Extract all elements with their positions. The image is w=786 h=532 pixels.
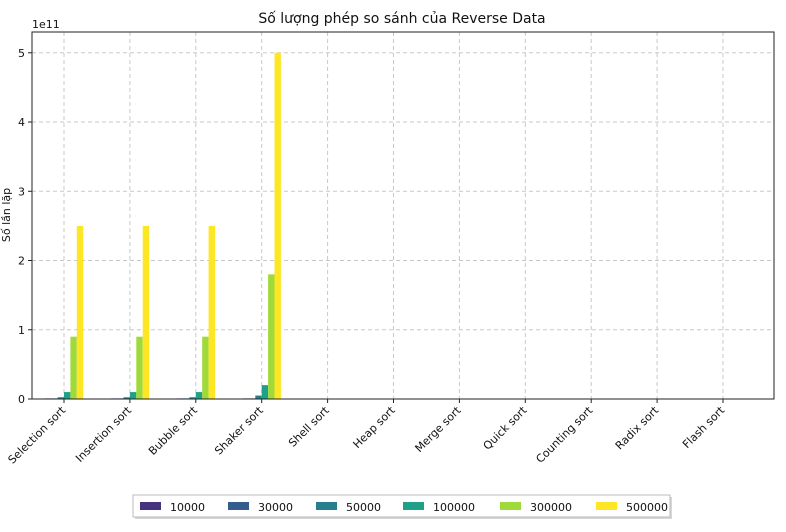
bar [189, 397, 196, 399]
legend-swatch [596, 502, 617, 510]
bar [129, 392, 137, 399]
chart-title: Số lượng phép so sánh của Reverse Data [258, 10, 545, 27]
bar [268, 274, 275, 399]
bar [142, 225, 150, 399]
y-axis-label: Số lần lặp [0, 188, 13, 242]
bar [57, 397, 64, 399]
bar [274, 52, 281, 400]
legend-label: 300000 [530, 501, 572, 514]
bar [123, 397, 130, 399]
y-tick-label: 5 [18, 47, 25, 60]
bar [195, 392, 203, 399]
bar [202, 336, 209, 399]
bar [208, 225, 215, 399]
y-offset-label: 1e11 [32, 18, 60, 31]
legend-label: 100000 [433, 501, 475, 514]
legend-label: 50000 [346, 501, 381, 514]
legend-label: 30000 [258, 501, 293, 514]
legend-swatch [228, 502, 249, 510]
legend-swatch [316, 502, 337, 510]
bars [44, 52, 281, 400]
bar [76, 225, 84, 399]
bar [136, 336, 143, 399]
y-tick-label: 1 [18, 324, 25, 337]
y-tick-label: 3 [18, 185, 25, 198]
legend-swatch [140, 502, 161, 510]
y-tick-label: 2 [18, 255, 25, 268]
bar [261, 385, 269, 399]
legend-label: 500000 [626, 501, 668, 514]
legend-swatch [403, 502, 424, 510]
y-tick-label: 4 [18, 116, 25, 129]
y-axis-ticks: 0 1 2 3 4 5 [18, 47, 32, 406]
y-tick-label: 0 [18, 393, 25, 406]
plot-frame [31, 31, 775, 400]
bar [70, 336, 77, 399]
bar [64, 392, 71, 399]
legend-box [132, 494, 671, 518]
legend-label: 10000 [170, 501, 205, 514]
legend-swatch [500, 502, 521, 510]
legend: 10000 30000 50000 100000 300000 500000 [132, 494, 672, 519]
bar [255, 395, 262, 399]
